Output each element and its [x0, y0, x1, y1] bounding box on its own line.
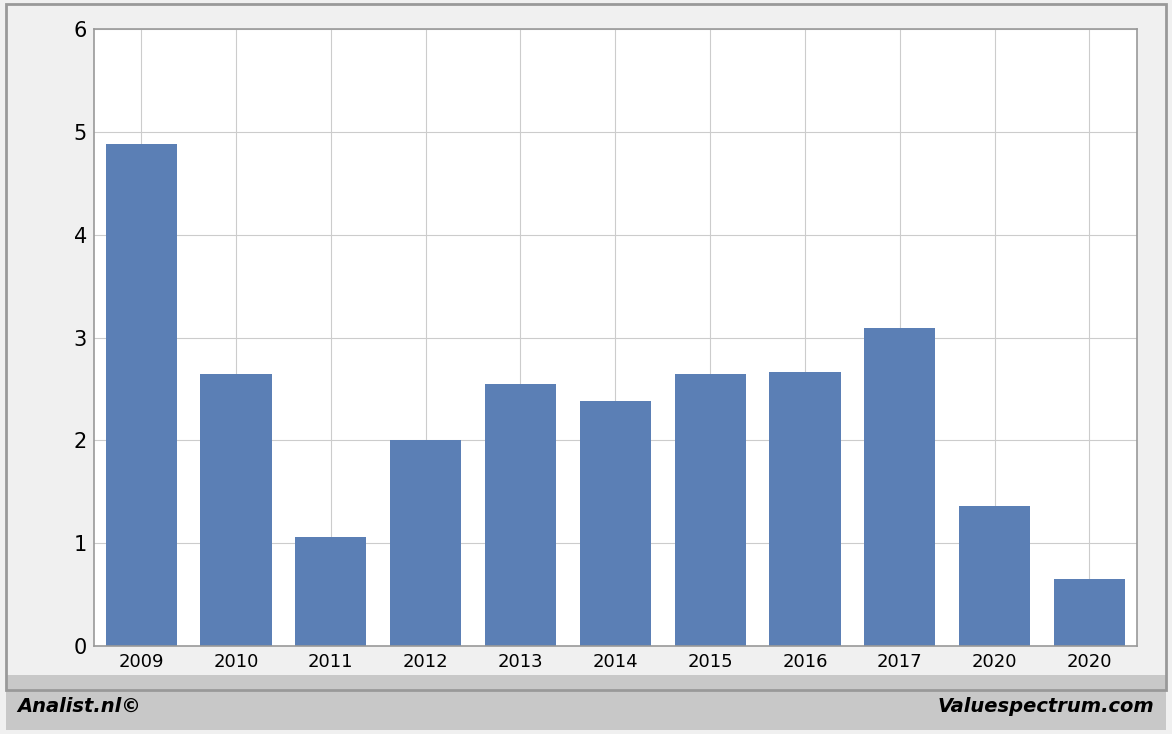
Bar: [295, 537, 367, 646]
Bar: [485, 384, 556, 646]
Bar: [959, 506, 1030, 646]
Bar: [580, 401, 650, 646]
Bar: [864, 328, 935, 646]
Bar: [200, 374, 272, 646]
Bar: [105, 145, 177, 646]
Text: Analist.nl©: Analist.nl©: [18, 697, 142, 716]
Text: Valuespectrum.com: Valuespectrum.com: [938, 697, 1154, 716]
Bar: [675, 374, 745, 646]
Bar: [390, 440, 462, 646]
Bar: [769, 371, 840, 646]
Bar: [1054, 579, 1125, 646]
